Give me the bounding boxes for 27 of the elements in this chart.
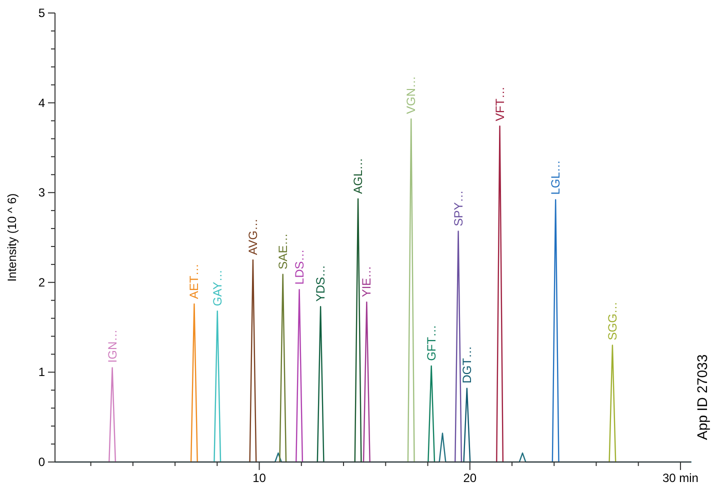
x-tick-label: 30 min [662,471,698,485]
text: LGL… [548,160,563,195]
text: GFT… [424,324,438,361]
text: SAE… [276,233,290,270]
y-tick-label: 4 [38,96,46,110]
y-tick-label: 3 [38,186,46,200]
x-tick-label: 10 [252,471,266,485]
text: SGG… [605,302,620,340]
text: YIE… [360,266,374,298]
y-tick-label: 0 [38,455,46,469]
text: AGL… [351,158,366,194]
text: AVG… [246,218,260,255]
text: VGN… [404,76,418,114]
y-tick-label: 2 [38,275,46,290]
text: SPY… [451,190,466,226]
y-tick-label: 5 [38,6,46,20]
text: DGT… [460,346,474,384]
text: YDS… [314,264,328,302]
y-tick-label: 1 [38,365,46,380]
x-tick-label: 20 [463,471,477,485]
text: App ID 27033 [694,354,710,440]
text: GAY… [210,270,224,306]
text: AET… [187,264,202,299]
text: IGN… [105,329,120,363]
text: LDS… [292,249,306,285]
text: VFT… [492,86,507,122]
y-axis-title: Intensity (10 ^ 6) [5,193,19,282]
